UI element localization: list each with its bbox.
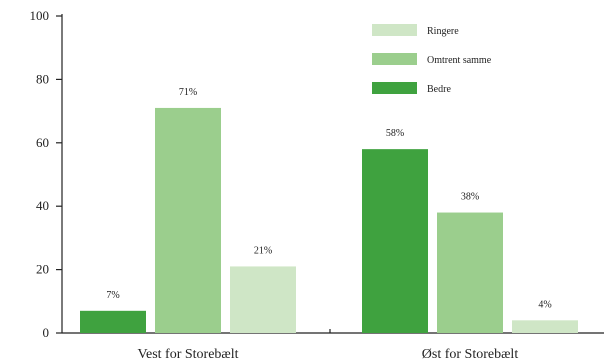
data-label: 58%	[386, 128, 404, 139]
bar	[512, 320, 578, 333]
data-label: 38%	[461, 192, 479, 203]
bar	[80, 310, 146, 333]
legend-label: Omtrent samme	[427, 55, 492, 66]
y-tick-label: 80	[36, 71, 49, 86]
legend-label: Bedre	[427, 84, 451, 95]
bar	[155, 107, 221, 334]
data-label: 71%	[179, 87, 197, 98]
data-label: 7%	[106, 290, 119, 301]
legend-label: Ringere	[427, 26, 459, 37]
data-label: 21%	[254, 245, 272, 256]
y-tick-label: 0	[43, 325, 50, 340]
legend-swatch	[372, 82, 417, 94]
bar	[437, 212, 503, 333]
y-tick-label: 100	[30, 8, 50, 23]
bar	[230, 266, 296, 333]
y-tick-label: 20	[36, 262, 49, 277]
legend-swatch	[372, 53, 417, 65]
legend-swatch	[372, 24, 417, 36]
bar	[362, 149, 428, 333]
y-tick-label: 40	[36, 198, 49, 213]
category-label: Vest for Storebælt	[137, 347, 238, 362]
data-label: 4%	[538, 299, 551, 310]
category-label: Øst for Storebælt	[422, 347, 519, 362]
y-tick-label: 60	[36, 135, 49, 150]
